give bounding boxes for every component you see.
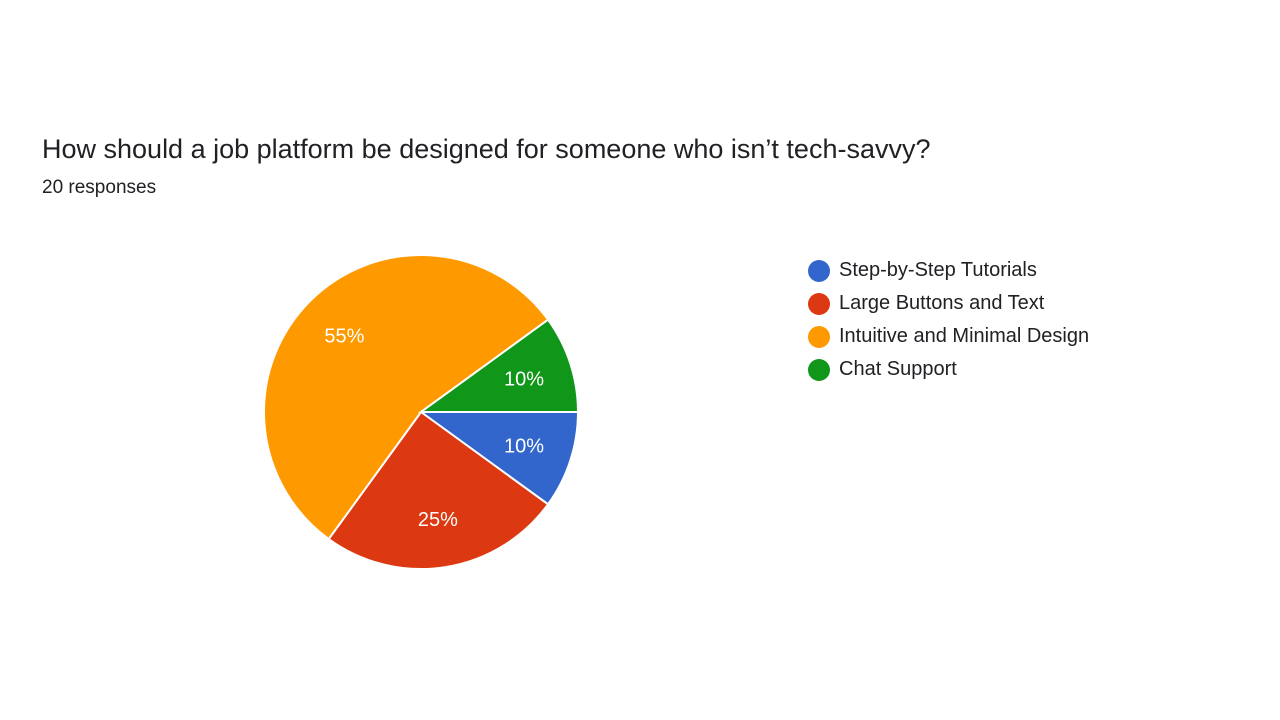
legend-item-2: Intuitive and Minimal Design xyxy=(808,320,1089,353)
pie-slice-1 xyxy=(327,410,550,570)
chart-title: How should a job platform be designed fo… xyxy=(42,134,931,164)
legend-swatch-icon xyxy=(808,259,830,282)
legend-label: Large Buttons and Text xyxy=(839,292,1045,314)
pie-slice-2 xyxy=(263,254,550,541)
slice-label-2: 55% xyxy=(324,325,364,347)
response-count: 20 responses xyxy=(42,177,157,198)
legend-label: Step-by-Step Tutorials xyxy=(839,259,1037,281)
legend-item-3: Chat Support xyxy=(808,353,1089,386)
legend-swatch-icon xyxy=(808,325,830,348)
legend-label: Chat Support xyxy=(839,358,957,380)
slice-label-1: 25% xyxy=(418,509,458,531)
pie-slice-3 xyxy=(417,318,580,413)
legend-swatch-icon xyxy=(808,358,830,381)
slice-label-0: 10% xyxy=(504,435,544,457)
legend-swatch-icon xyxy=(808,292,830,315)
legend-label: Intuitive and Minimal Design xyxy=(839,325,1090,347)
chart-legend: Step-by-Step Tutorials Large Buttons and … xyxy=(808,254,1089,386)
slice-label-3: 10% xyxy=(504,369,544,391)
legend-item-1: Large Buttons and Text xyxy=(808,287,1089,320)
pie-slice-0 xyxy=(417,411,580,506)
legend-item-0: Step-by-Step Tutorials xyxy=(808,254,1089,287)
